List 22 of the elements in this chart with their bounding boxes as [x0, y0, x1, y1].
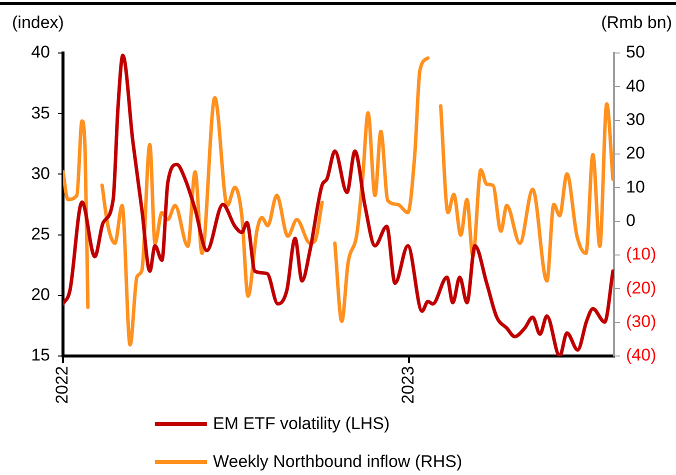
legend-label: EM ETF volatility (LHS) [213, 414, 390, 434]
y-tick-label: 15 [31, 346, 50, 365]
y2-tick-label: 0 [626, 211, 636, 230]
y-tick-label: 35 [31, 103, 50, 122]
y2-tick-label: 20 [626, 144, 645, 163]
legend-label: Weekly Northbound inflow (RHS) [213, 452, 462, 472]
y-tick-label: 25 [31, 224, 50, 244]
y-tick-label: 20 [31, 285, 50, 304]
y-tick-label: 30 [31, 164, 50, 183]
x-tick-label: 2022 [52, 366, 72, 404]
y2-tick-label: 30 [626, 110, 645, 130]
y2-tick-label: 10 [626, 177, 645, 196]
y2-tick-label: (10) [626, 244, 656, 264]
y2-tick-label: (20) [626, 278, 656, 298]
y2-tick-label: 40 [626, 76, 645, 96]
y-axis-title: (index) [12, 13, 64, 32]
y-tick-label: 40 [31, 42, 50, 62]
y2-tick-label: (30) [626, 312, 656, 332]
y2-axis-title: (Rmb bn) [601, 13, 672, 32]
y2-tick-label: (40) [626, 346, 656, 365]
y2-tick-label: 50 [626, 42, 645, 62]
x-tick-label: 2023 [398, 366, 418, 404]
